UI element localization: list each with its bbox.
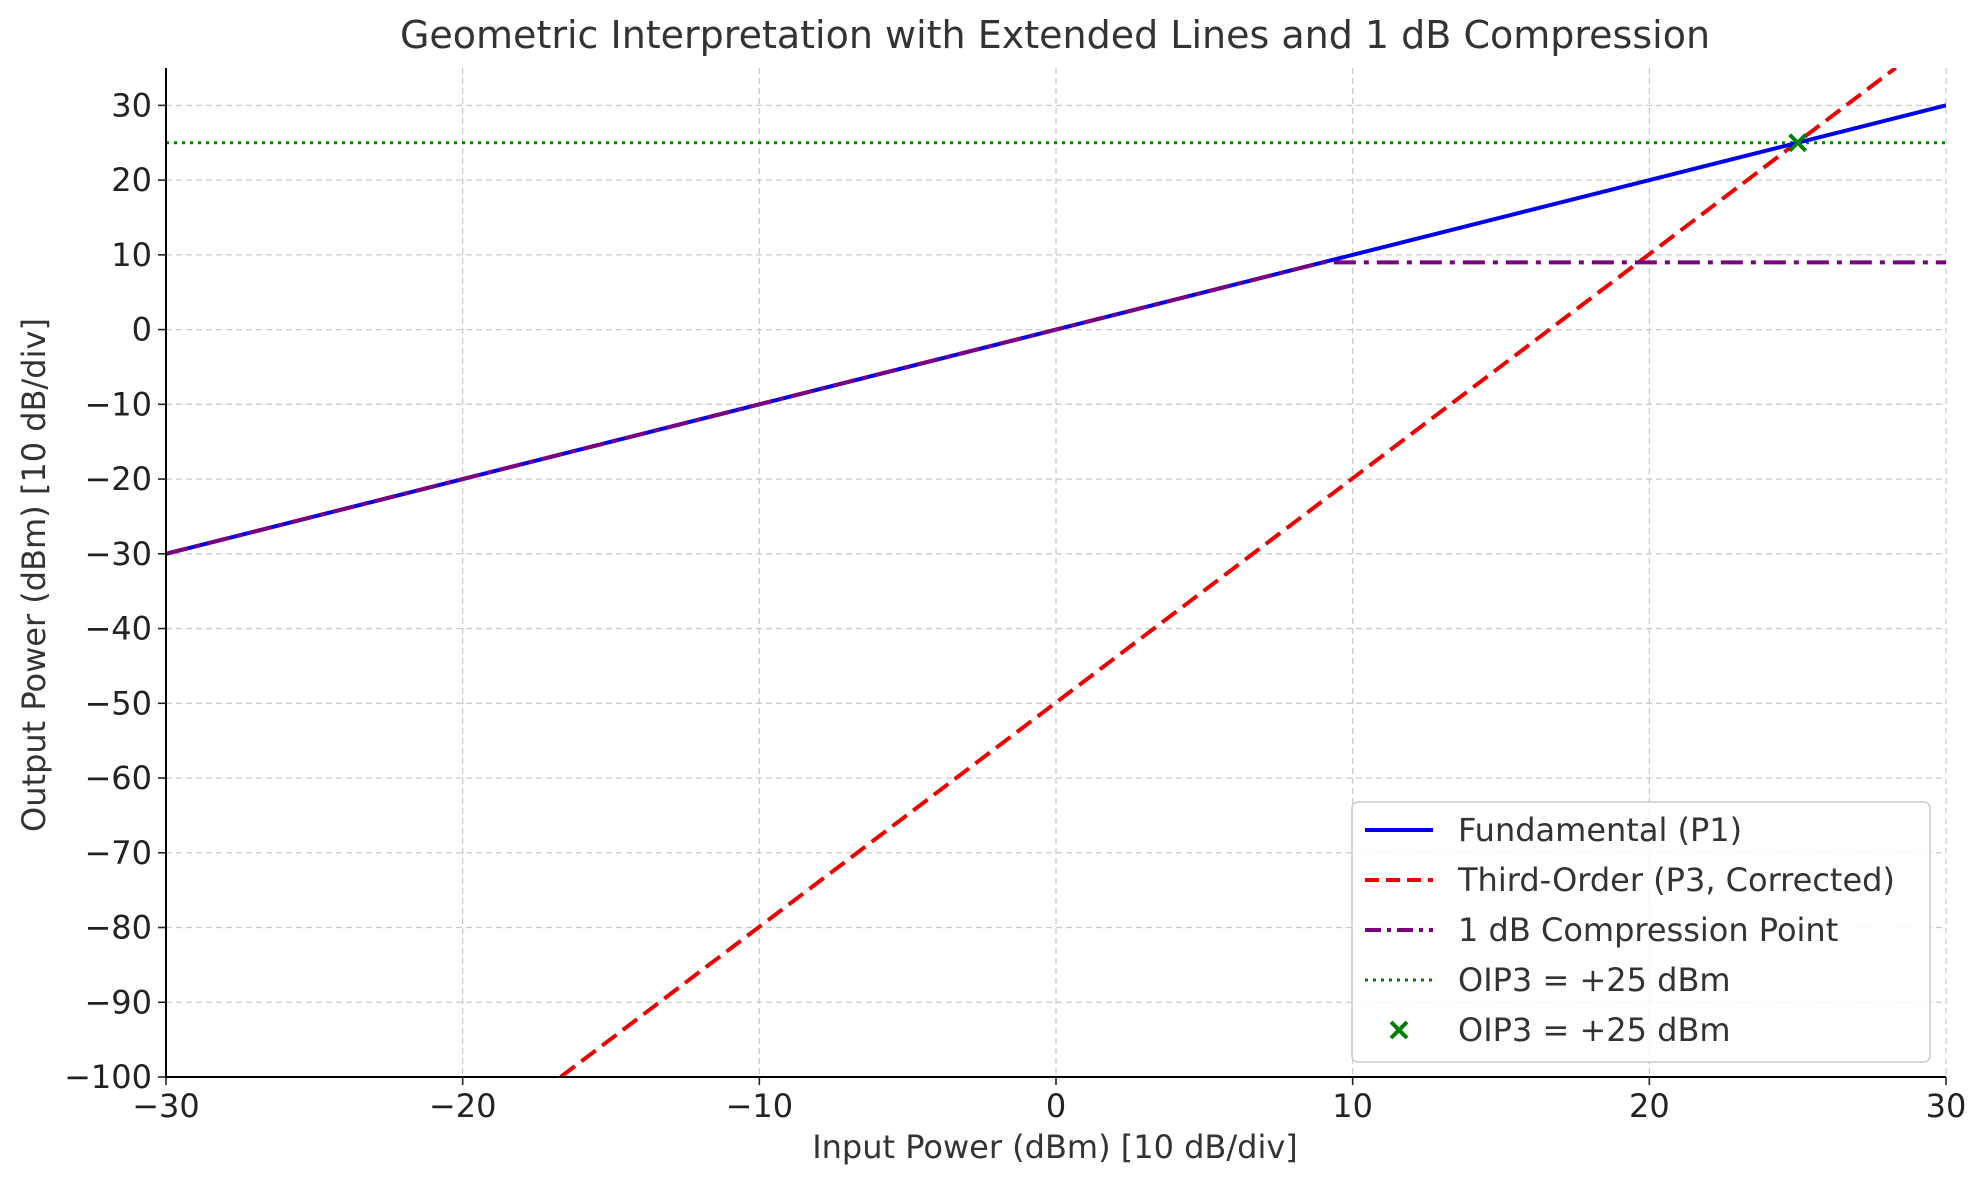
legend-box [1351,801,1931,1063]
y-tick-label: −10 [84,385,152,423]
y-tick-label: 10 [111,236,152,274]
x-axis-ticks: −30 −20 −10 0 10 20 30 [132,68,1966,1125]
y-tick-label: −70 [84,834,152,872]
oip3-marker [1788,133,1808,153]
legend-label: 1 dB Compression Point [1458,911,1838,949]
y-tick-label: −100 [64,1058,152,1096]
legend-item: OIP3 = +25 dBm [1389,1011,1731,1049]
legend: Fundamental (P1) Third-Order (P3, Correct… [1351,801,1931,1063]
x-tick-label: 20 [1629,1087,1670,1125]
legend-item: Third-Order (P3, Corrected) [1365,861,1895,899]
y-tick-label: −60 [84,759,152,797]
y-tick-label: −50 [84,684,152,722]
chart-title: Geometric Interpretation with Extended L… [400,13,1710,57]
series-line-1 [559,68,1897,1077]
legend-label: Fundamental (P1) [1458,811,1742,849]
legend-label: OIP3 = +25 dBm [1458,1011,1731,1049]
x-tick-label: −10 [726,1087,794,1125]
y-tick-label: 30 [111,86,152,124]
legend-item: OIP3 = +25 dBm [1365,961,1731,999]
legend-item: Fundamental (P1) [1365,811,1742,849]
y-tick-label: 0 [132,311,152,349]
x-tick-label: −20 [429,1087,497,1125]
x-tick-label: 10 [1332,1087,1373,1125]
series-line-2 [166,260,1946,556]
x-tick-label: 30 [1926,1087,1967,1125]
y-axis-label: Output Power (dBm) [10 dB/div] [15,318,53,832]
y-tick-label: −80 [84,909,152,947]
x-tick-label: −30 [132,1087,200,1125]
series-layer [166,68,1946,1077]
legend-swatch [1389,1020,1409,1040]
legend-label: Third-Order (P3, Corrected) [1457,861,1895,899]
y-tick-label: 20 [111,161,152,199]
y-tick-label: −40 [84,610,152,648]
y-tick-label: −90 [84,983,152,1021]
x-tick-label: 0 [1046,1087,1066,1125]
y-tick-label: −30 [84,535,152,573]
y-tick-label: −20 [84,460,152,498]
legend-item: 1 dB Compression Point [1365,911,1838,949]
x-axis-label: Input Power (dBm) [10 dB/div] [812,1128,1298,1166]
legend-label: OIP3 = +25 dBm [1458,961,1731,999]
